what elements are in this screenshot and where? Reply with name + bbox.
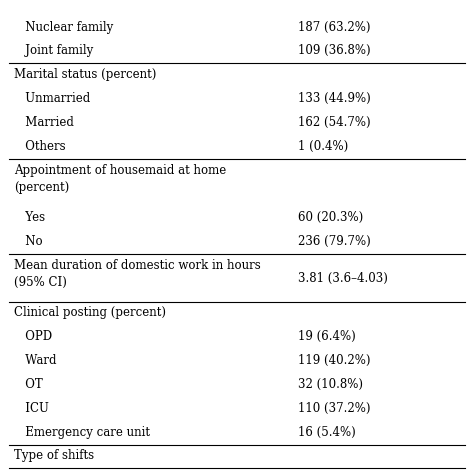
Text: 187 (63.2%): 187 (63.2%): [299, 20, 371, 34]
Text: Emergency care unit: Emergency care unit: [14, 426, 150, 438]
Text: 110 (37.2%): 110 (37.2%): [299, 402, 371, 415]
Text: Married: Married: [14, 116, 74, 129]
Text: Unmarried: Unmarried: [14, 92, 90, 105]
Text: Marital status (percent): Marital status (percent): [14, 68, 156, 81]
Text: Appointment of housemaid at home
(percent): Appointment of housemaid at home (percen…: [14, 164, 226, 193]
Text: Type of shifts: Type of shifts: [14, 449, 94, 462]
Text: 119 (40.2%): 119 (40.2%): [299, 354, 371, 367]
Text: Clinical posting (percent): Clinical posting (percent): [14, 306, 166, 319]
Text: No: No: [14, 235, 43, 248]
Text: Mean duration of domestic work in hours
(95% CI): Mean duration of domestic work in hours …: [14, 259, 261, 289]
Text: Nuclear family: Nuclear family: [14, 20, 113, 34]
Text: OT: OT: [14, 378, 43, 391]
Text: 109 (36.8%): 109 (36.8%): [299, 45, 371, 57]
Text: Ward: Ward: [14, 354, 56, 367]
Text: 133 (44.9%): 133 (44.9%): [299, 92, 371, 105]
Text: 60 (20.3%): 60 (20.3%): [299, 211, 364, 224]
Text: 16 (5.4%): 16 (5.4%): [299, 426, 356, 438]
Text: 162 (54.7%): 162 (54.7%): [299, 116, 371, 129]
Text: ICU: ICU: [14, 402, 49, 415]
Text: 1 (0.4%): 1 (0.4%): [299, 140, 349, 153]
Text: Yes: Yes: [14, 211, 45, 224]
Text: OPD: OPD: [14, 330, 52, 343]
Text: 32 (10.8%): 32 (10.8%): [299, 378, 364, 391]
Text: 3.81 (3.6–4.03): 3.81 (3.6–4.03): [299, 272, 388, 285]
Text: Others: Others: [14, 140, 66, 153]
Text: 19 (6.4%): 19 (6.4%): [299, 330, 356, 343]
Text: Joint family: Joint family: [14, 45, 93, 57]
Text: 236 (79.7%): 236 (79.7%): [299, 235, 371, 248]
